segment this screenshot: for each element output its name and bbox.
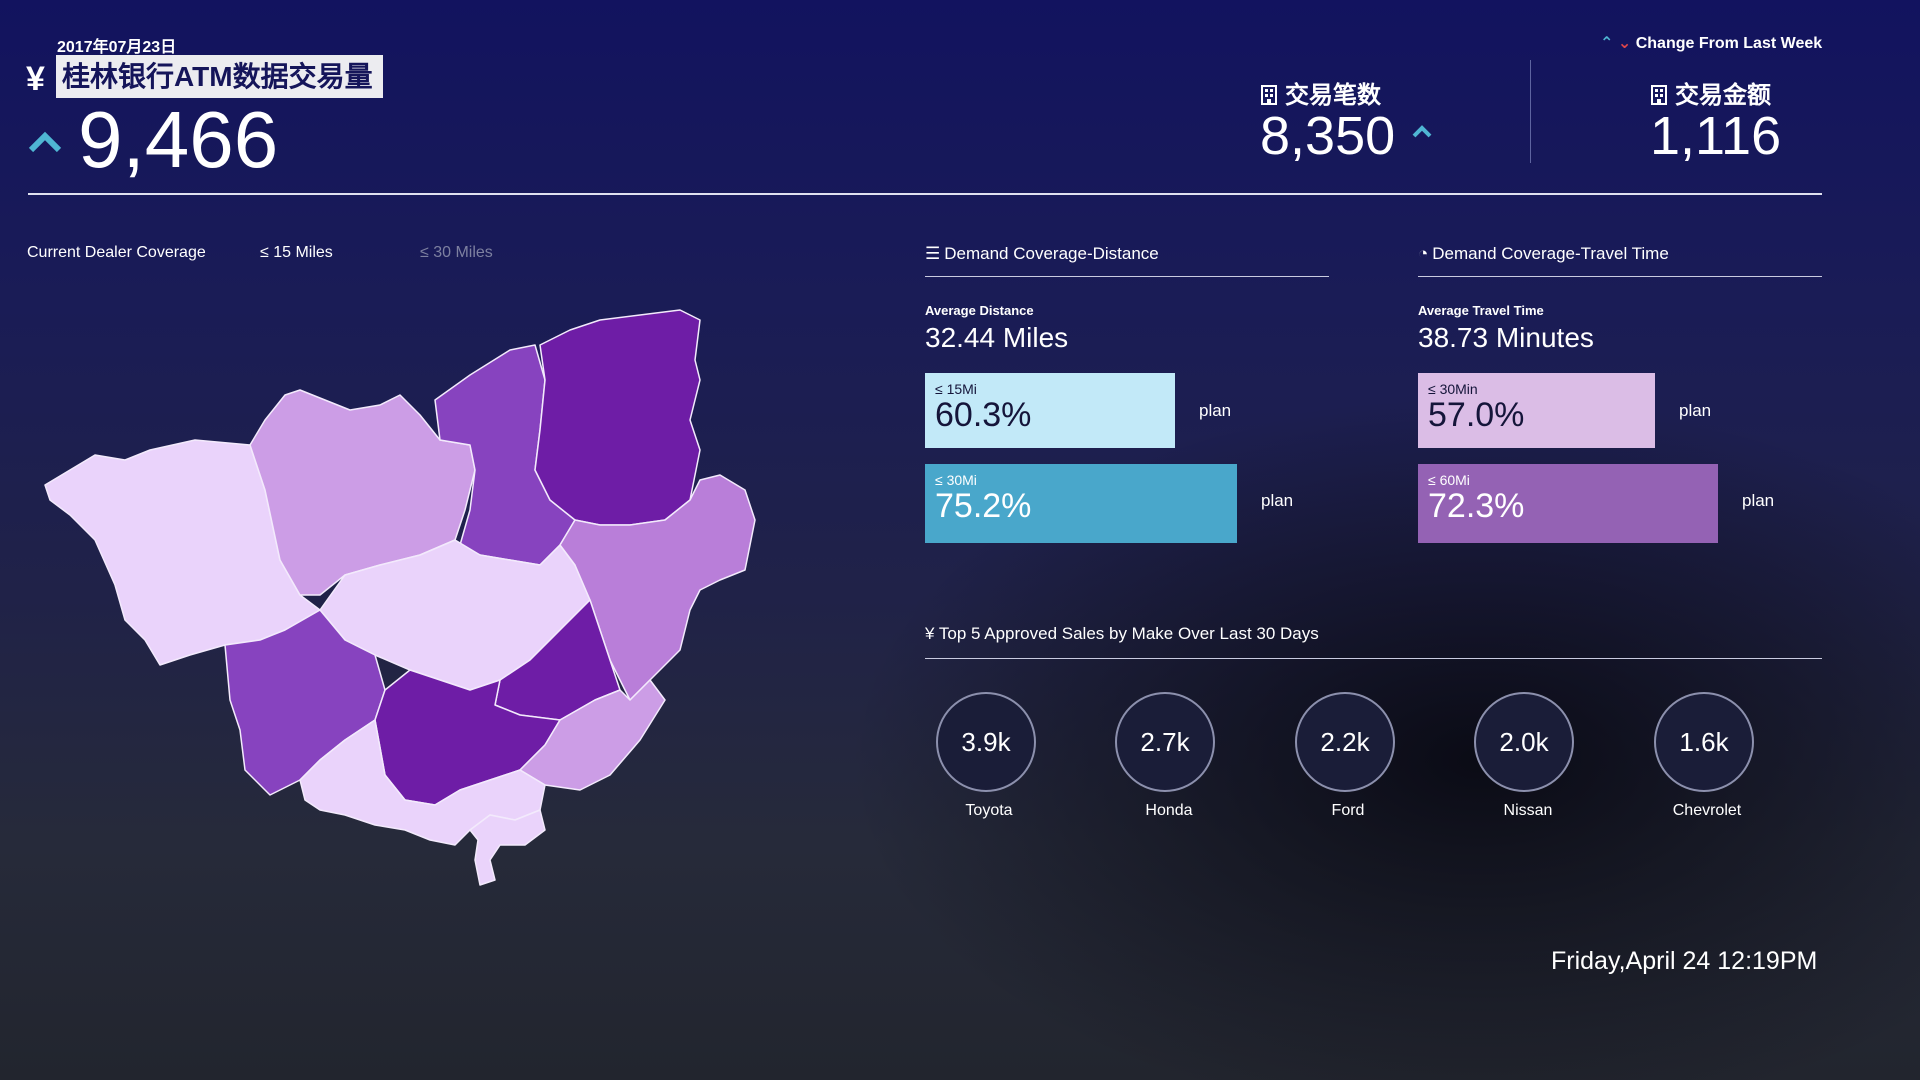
legend-label: Change From Last Week — [1635, 35, 1823, 52]
time-panel-rule — [1418, 276, 1822, 277]
avg-time-label: Average Travel Time — [1418, 303, 1544, 318]
yen-icon: ¥ — [26, 60, 45, 98]
distance-bar-30mi[interactable]: ≤ 30Mi 75.2% — [925, 464, 1237, 543]
kpi-amount-value: 1,116 — [1650, 106, 1782, 166]
sales-title: ¥ Top 5 Approved Sales by Make Over Last… — [925, 624, 1319, 644]
main-transaction-value: 9,466 — [78, 95, 279, 184]
tab-30-miles[interactable]: ≤ 30 Miles — [420, 244, 493, 261]
coverage-title: Current Dealer Coverage — [27, 244, 206, 261]
make-label-nissan: Nissan — [1503, 802, 1553, 819]
region-northeast[interactable] — [534, 309, 701, 526]
building-icon — [1651, 85, 1667, 105]
distance-panel-title: ☰ Demand Coverage-Distance — [925, 244, 1159, 264]
bar-value: 75.2% — [935, 487, 1032, 525]
header-divider — [28, 193, 1822, 195]
plan-label: plan — [1742, 491, 1775, 510]
avg-time-value: 38.73 Minutes — [1418, 322, 1594, 353]
bar-label: ≤ 30Mi — [935, 472, 977, 488]
kpi-amount-label-text: 交易金额 — [1675, 82, 1771, 109]
kpi-trend-up-icon — [1412, 125, 1432, 138]
change-legend: ⌃ ⌄ Change From Last Week — [1600, 33, 1822, 53]
make-label-chevrolet: Chevrolet — [1672, 802, 1742, 819]
avg-distance-value: 32.44 Miles — [925, 322, 1069, 353]
coverage-map — [44, 309, 756, 886]
sales-circle-ford[interactable]: 2.2k — [1295, 692, 1395, 792]
bar-label: ≤ 60Mi — [1428, 472, 1470, 488]
list-icon: ☰ — [925, 244, 941, 263]
sales-circle-toyota[interactable]: 3.9k — [936, 692, 1036, 792]
kpi-divider — [1530, 60, 1531, 163]
bar-label: ≤ 30Min — [1428, 381, 1478, 397]
region-east[interactable] — [559, 474, 756, 701]
page-title: 桂林银行ATM数据交易量 — [56, 55, 383, 98]
sales-circle-nissan[interactable]: 2.0k — [1474, 692, 1574, 792]
bar-label: ≤ 15Mi — [935, 381, 977, 397]
sales-circle-chevrolet[interactable]: 1.6k — [1654, 692, 1754, 792]
sales-title-text: Top 5 Approved Sales by Make Over Last 3… — [938, 624, 1319, 643]
bar-value: 72.3% — [1428, 487, 1525, 525]
tab-15-miles[interactable]: ≤ 15 Miles — [260, 244, 333, 261]
make-label-toyota: Toyota — [965, 802, 1013, 819]
make-label-ford: Ford — [1331, 802, 1365, 819]
legend-up-icon: ⌃ — [1600, 35, 1614, 52]
time-panel-title-text: Demand Coverage-Travel Time — [1432, 244, 1669, 263]
plan-label: plan — [1679, 401, 1712, 420]
clock-icon: ◔ — [1418, 244, 1429, 263]
report-date: 2017年07月23日 — [57, 39, 177, 56]
avg-distance-label: Average Distance — [925, 303, 1034, 318]
bar-value: 57.0% — [1428, 396, 1525, 434]
plan-label: plan — [1261, 491, 1294, 510]
yen-icon: ¥ — [925, 624, 935, 643]
sales-rule — [925, 658, 1822, 659]
time-bar-60mi[interactable]: ≤ 60Mi 72.3% — [1418, 464, 1718, 543]
make-label-honda: Honda — [1145, 802, 1193, 819]
kpi-count-value: 8,350 — [1260, 106, 1396, 166]
time-bar-30min[interactable]: ≤ 30Min 57.0% — [1418, 373, 1655, 448]
bar-value: 60.3% — [935, 396, 1032, 434]
legend-down-icon: ⌄ — [1617, 35, 1632, 52]
plan-label: plan — [1199, 401, 1232, 420]
distance-panel-rule — [925, 276, 1329, 277]
region-peninsula[interactable] — [469, 809, 546, 886]
time-panel-title: ◔ Demand Coverage-Travel Time — [1418, 244, 1669, 264]
building-icon — [1261, 85, 1277, 105]
kpi-count-label-text: 交易笔数 — [1285, 82, 1381, 109]
trend-up-icon — [28, 131, 62, 153]
kpi-amount-label: 交易金额 — [1651, 75, 1771, 110]
distance-panel-title-text: Demand Coverage-Distance — [944, 244, 1159, 263]
sales-circle-honda[interactable]: 2.7k — [1115, 692, 1215, 792]
datetime-display: Friday,April 24 12:19PM — [1551, 947, 1818, 975]
kpi-count-label: 交易笔数 — [1261, 75, 1381, 110]
distance-bar-15mi[interactable]: ≤ 15Mi 60.3% — [925, 373, 1175, 448]
